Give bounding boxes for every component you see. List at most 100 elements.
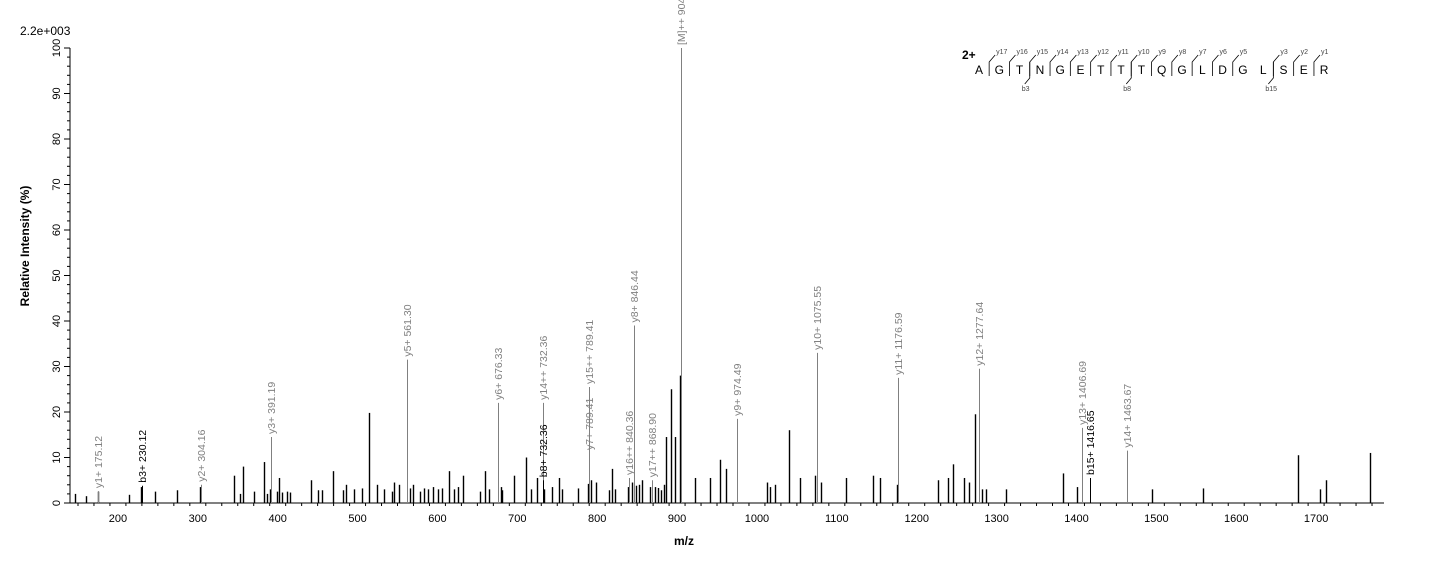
y-ion-fragment-mark bbox=[1272, 54, 1280, 76]
y-ion-fragment-mark bbox=[1009, 54, 1016, 76]
peak-label: y8+ 846.44 bbox=[629, 270, 641, 322]
peak-label: y3+ 391.19 bbox=[266, 382, 278, 434]
y-ion-fragment-label: y14 bbox=[1057, 49, 1068, 56]
peak-label: y14++ 732.36 bbox=[538, 336, 550, 400]
peak-label: y7+ 789.41 bbox=[584, 398, 596, 450]
y-tick-label: 50 bbox=[51, 269, 63, 281]
x-tick-label: 1300 bbox=[984, 513, 1008, 525]
sequence-residue: T bbox=[1117, 63, 1125, 77]
x-axis-title: m/z bbox=[674, 534, 694, 548]
y-ion-fragment-mark bbox=[1232, 54, 1240, 76]
sequence-residue: R bbox=[1320, 63, 1329, 77]
b-ion-fragment-mark bbox=[1125, 62, 1132, 85]
b-ion-fragment-label: b3 bbox=[1022, 86, 1030, 93]
sequence-residue: G bbox=[1238, 63, 1247, 77]
y-ion-fragment-label: y7 bbox=[1199, 49, 1207, 56]
y-tick-label: 30 bbox=[51, 360, 63, 372]
y-tick-label: 20 bbox=[51, 406, 63, 418]
y-ion-fragment-label: y5 bbox=[1240, 49, 1248, 56]
y-tick-label: 0 bbox=[51, 500, 63, 506]
peak-label: [M]++ 904.42 bbox=[676, 0, 688, 45]
sequence-residue: G bbox=[995, 63, 1004, 77]
annotations-layer: y1+ 175.12 b3+ 230.12 y2+ 304.16 y3+ 391.19… bbox=[93, 0, 1134, 503]
y-ion-fragment-label: y10 bbox=[1138, 49, 1149, 56]
sequence-residue: N bbox=[1036, 63, 1045, 77]
sequence-residue: T bbox=[1138, 63, 1146, 77]
y-ion-fragment-label: y1 bbox=[1321, 49, 1329, 56]
b-ion-fragment-label: b8 bbox=[1123, 86, 1131, 93]
sequence-residue: G bbox=[1177, 63, 1186, 77]
y-ion-fragment-label: y13 bbox=[1077, 49, 1088, 56]
y-axis: 0 10 20 30 40 50 60 70 80 90 100 bbox=[51, 39, 71, 506]
peak-label: b3+ 230.12 bbox=[137, 430, 149, 483]
sequence-residue: E bbox=[1300, 63, 1308, 77]
sequence-residue: A bbox=[975, 63, 983, 77]
y-ion-fragment-label: y8 bbox=[1179, 49, 1187, 56]
x-tick-label: 900 bbox=[668, 513, 686, 525]
x-tick-label: 800 bbox=[588, 513, 606, 525]
y-tick-label: 100 bbox=[51, 39, 63, 57]
peak-label: y5+ 561.30 bbox=[402, 304, 414, 356]
x-tick-label: 600 bbox=[428, 513, 446, 525]
b-ion-fragment-label: b15 bbox=[1265, 86, 1277, 93]
y-ion-fragment-label: y3 bbox=[1280, 49, 1288, 56]
x-tick-label: 1700 bbox=[1304, 513, 1328, 525]
x-tick-label: 1400 bbox=[1064, 513, 1088, 525]
y-ion-fragment-label: y2 bbox=[1301, 49, 1309, 56]
y-tick-label: 90 bbox=[51, 87, 63, 99]
x-axis: 200 300 400 500 600 700 800 900 1000 1100 1200 1300… bbox=[70, 502, 1384, 525]
sequence-residue: S bbox=[1279, 63, 1287, 77]
x-tick-label: 1500 bbox=[1144, 513, 1168, 525]
sequence-residue: T bbox=[1016, 63, 1024, 77]
peak-label: y14+ 1463.67 bbox=[1122, 384, 1134, 448]
x-tick-label: 500 bbox=[348, 513, 366, 525]
y-ion-fragment-mark bbox=[1130, 54, 1138, 76]
y-ion-fragment-label: y12 bbox=[1098, 49, 1109, 56]
y-ion-fragment-label: y11 bbox=[1118, 49, 1129, 56]
peak-label: y17++ 868.90 bbox=[647, 413, 659, 477]
y-ion-fragment-label: y6 bbox=[1219, 49, 1227, 56]
sequence-residue: L bbox=[1199, 63, 1206, 77]
y-ion-fragment-mark bbox=[1212, 54, 1219, 76]
charge-state-label: 2+ bbox=[962, 48, 976, 62]
y-tick-label: 40 bbox=[51, 315, 63, 327]
y-ion-fragment-mark bbox=[988, 54, 996, 76]
sequence-residue: T bbox=[1097, 63, 1105, 77]
y-ion-fragment-label: y17 bbox=[996, 49, 1007, 56]
y-ion-fragment-mark bbox=[1049, 54, 1057, 76]
peak-label: y2+ 304.16 bbox=[196, 429, 208, 481]
y-ion-fragment-label: y9 bbox=[1159, 49, 1167, 56]
x-tick-label: 1100 bbox=[825, 513, 849, 525]
x-tick-label: 1600 bbox=[1224, 513, 1248, 525]
x-tick-label: 400 bbox=[269, 513, 287, 525]
sequence-residue: G bbox=[1056, 63, 1065, 77]
y-ion-fragment-mark bbox=[1110, 54, 1118, 76]
peak-label: y10+ 1075.55 bbox=[812, 286, 824, 350]
y-ion-fragment-mark bbox=[1171, 54, 1179, 76]
peak-label: y13+ 1406.69 bbox=[1077, 361, 1089, 425]
y-tick-label: 70 bbox=[51, 178, 63, 190]
y-ion-fragment-mark bbox=[1090, 54, 1097, 76]
y-ion-fragment-label: y15 bbox=[1037, 49, 1048, 56]
sequence-residue: Q bbox=[1157, 63, 1166, 77]
b-ion-fragment-mark bbox=[1268, 62, 1274, 85]
sequence-residue: D bbox=[1218, 63, 1227, 77]
y-ion-fragment-mark bbox=[1191, 54, 1199, 76]
b-ion-fragment-mark bbox=[1024, 62, 1031, 85]
peak-label: y6+ 676.33 bbox=[493, 347, 505, 399]
y-tick-label: 10 bbox=[51, 451, 63, 463]
peak-label: y16++ 840.36 bbox=[624, 411, 636, 475]
peak-label: b15+ 1416.65 bbox=[1085, 410, 1097, 475]
y-ion-fragment-label: y16 bbox=[1016, 49, 1027, 56]
peak-label: y1+ 175.12 bbox=[93, 436, 105, 488]
peak-label: y11+ 1176.59 bbox=[893, 312, 905, 375]
y-ion-fragment-mark bbox=[1069, 54, 1077, 76]
peak-label: y9+ 974.49 bbox=[732, 363, 744, 415]
x-tick-label: 300 bbox=[189, 513, 207, 525]
sequence-residue: L bbox=[1260, 63, 1267, 77]
y-ion-fragment-mark bbox=[1293, 54, 1300, 76]
x-tick-label: 700 bbox=[508, 513, 526, 525]
x-tick-label: 1200 bbox=[904, 513, 928, 525]
